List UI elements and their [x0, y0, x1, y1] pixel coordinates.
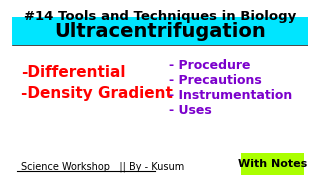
Text: -Density Gradient: -Density Gradient — [21, 86, 173, 100]
Text: - Procedure: - Procedure — [169, 58, 251, 71]
Text: With Notes: With Notes — [238, 159, 308, 169]
Text: -Differential: -Differential — [21, 64, 126, 80]
Text: #14 Tools and Techniques in Biology: #14 Tools and Techniques in Biology — [24, 10, 296, 22]
FancyBboxPatch shape — [241, 153, 304, 175]
FancyBboxPatch shape — [12, 17, 308, 45]
Text: Science Workshop   || By - Kusum: Science Workshop || By - Kusum — [21, 162, 185, 172]
Text: - Instrumentation: - Instrumentation — [169, 89, 292, 102]
Text: - Uses: - Uses — [169, 103, 212, 116]
Text: Ultracentrifugation: Ultracentrifugation — [54, 21, 266, 40]
Text: - Precautions: - Precautions — [169, 73, 262, 87]
